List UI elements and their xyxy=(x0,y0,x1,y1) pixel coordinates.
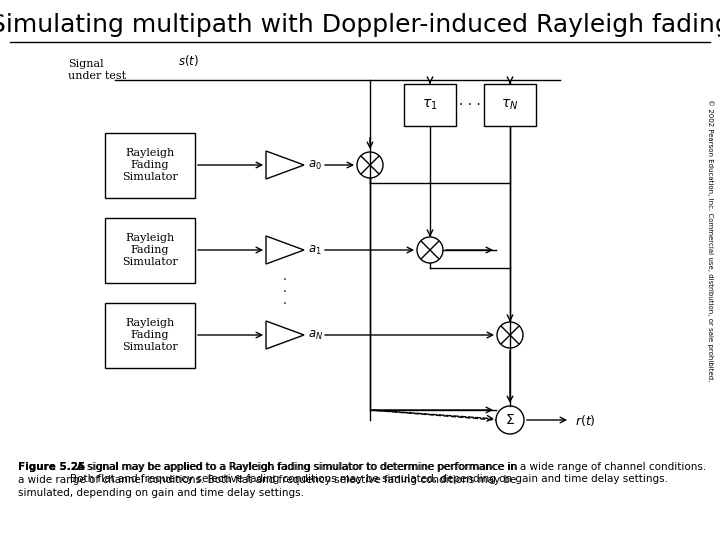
Text: $\Sigma$: $\Sigma$ xyxy=(505,413,515,427)
Text: A signal may be applied to a Rayleigh fading simulator to determine performance : A signal may be applied to a Rayleigh fa… xyxy=(71,462,518,472)
Text: Rayleigh
Fading
Simulator: Rayleigh Fading Simulator xyxy=(122,319,178,352)
Text: $a_0$: $a_0$ xyxy=(308,158,322,172)
Text: a wide range of channel conditions. Both flat and frequency selective fading con: a wide range of channel conditions. Both… xyxy=(18,475,516,485)
Text: $r(t)$: $r(t)$ xyxy=(575,413,595,428)
Text: · · ·: · · · xyxy=(459,98,481,112)
Bar xyxy=(484,84,536,126)
Bar xyxy=(105,132,195,198)
Text: Simulating multipath with Doppler-induced Rayleigh fading: Simulating multipath with Doppler-induce… xyxy=(0,13,720,37)
Text: ·
·
·: · · · xyxy=(283,274,287,311)
Text: Figure 5.25: Figure 5.25 xyxy=(18,462,85,472)
Text: Rayleigh
Fading
Simulator: Rayleigh Fading Simulator xyxy=(122,148,178,181)
Text: $\tau_N$: $\tau_N$ xyxy=(501,98,518,112)
Text: simulated, depending on gain and time delay settings.: simulated, depending on gain and time de… xyxy=(18,488,304,498)
Text: $\tau_1$: $\tau_1$ xyxy=(422,98,438,112)
Bar xyxy=(105,302,195,368)
Text: Rayleigh
Fading
Simulator: Rayleigh Fading Simulator xyxy=(122,233,178,267)
Text: $a_N$: $a_N$ xyxy=(308,328,323,342)
Text: Figure 5.25: Figure 5.25 xyxy=(18,462,85,472)
Text: © 2002 Pearson Education, Inc. Commercial use, distribution, or sale prohibited.: © 2002 Pearson Education, Inc. Commercia… xyxy=(706,99,714,381)
Bar xyxy=(404,84,456,126)
Text: $s(t)$: $s(t)$ xyxy=(178,53,199,68)
Text: $a_1$: $a_1$ xyxy=(308,244,322,256)
Text: A signal may be applied to a Rayleigh fading simulator to determine performance : A signal may be applied to a Rayleigh fa… xyxy=(70,462,706,484)
Text: Signal
under test: Signal under test xyxy=(68,59,126,81)
Bar xyxy=(105,218,195,282)
